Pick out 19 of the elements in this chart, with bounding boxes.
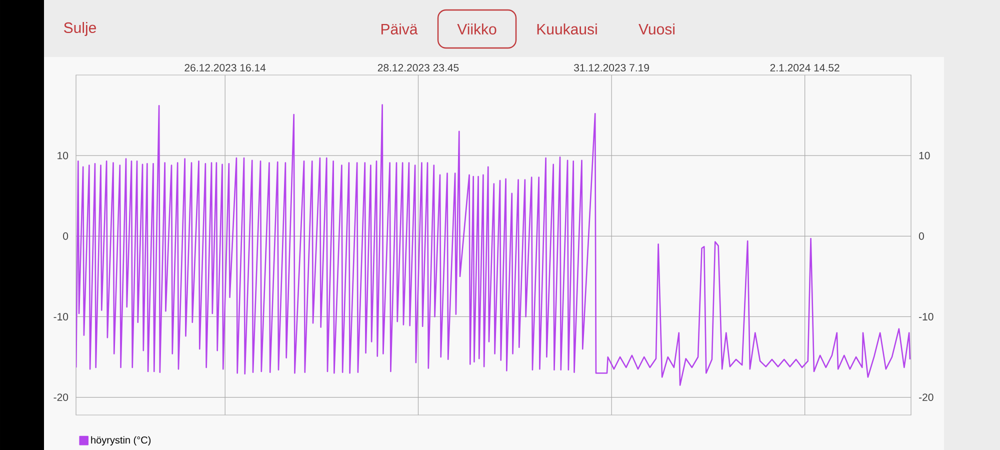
text: Sulje	[64, 22, 96, 36]
y2-tick-label: -10	[919, 312, 934, 320]
y-tick-label: -20	[54, 394, 68, 401]
x-tick-label: 26.12.2023 16.14	[184, 64, 266, 72]
text: Viikko	[457, 23, 496, 34]
x-tick-label: 31.12.2023 7.19	[574, 64, 649, 72]
y2-tick-label: 10	[919, 152, 930, 160]
text: Päivä	[381, 23, 418, 34]
y2-tick-label: -20	[919, 394, 934, 401]
y-tick-label: 0	[63, 232, 68, 240]
text: Vuosi	[638, 23, 674, 34]
legend-label: höyrystin (°C)	[91, 436, 151, 446]
x-tick-label: 28.12.2023 23.45	[378, 64, 459, 72]
y-tick-label: -10	[54, 312, 68, 320]
y-tick-label: 10	[58, 152, 68, 160]
y2-tick-label: 0	[918, 232, 924, 240]
line-series	[76, 104, 911, 386]
text: Kuukausi	[537, 23, 597, 34]
x-tick-label: 2.1.2024 14.52	[770, 64, 840, 72]
